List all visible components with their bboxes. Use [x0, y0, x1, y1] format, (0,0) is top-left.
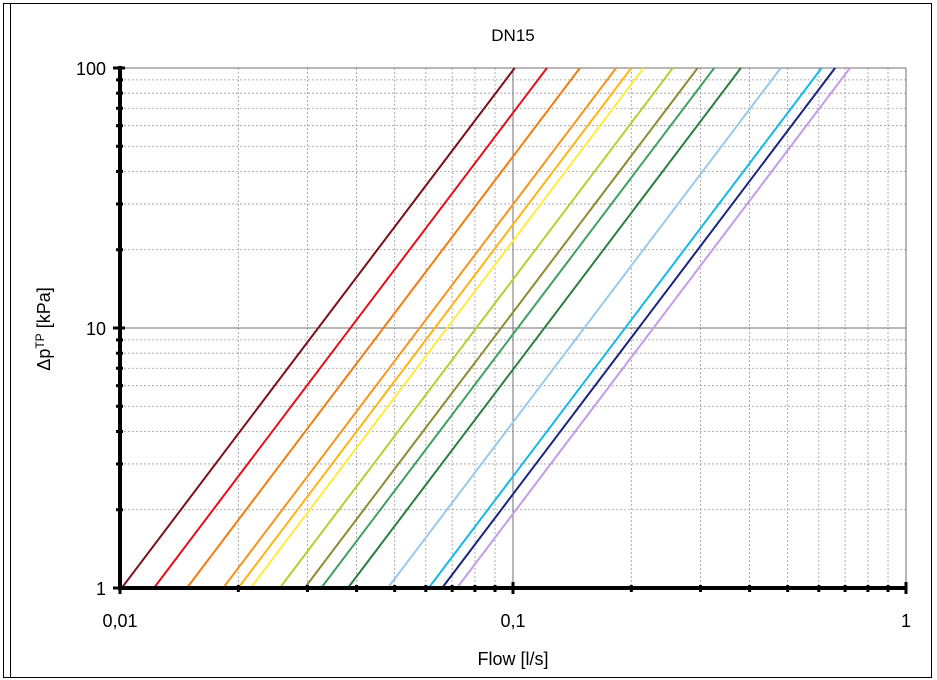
series-line-9 — [320, 67, 715, 589]
chart-title: DN15 — [491, 26, 534, 45]
series-line-2 — [153, 67, 548, 589]
series-line-8 — [303, 67, 699, 589]
y-axis-label: ΔpTP [kPa] — [33, 287, 54, 370]
series-line-7 — [278, 67, 674, 589]
series-line-1 — [120, 67, 516, 589]
series-line-14 — [456, 67, 851, 589]
y-tick-label: 10 — [86, 319, 106, 339]
series-line-10 — [347, 67, 742, 589]
y-axis-label-tail: [kPa] — [34, 287, 54, 333]
y-tick-label: 100 — [76, 59, 106, 79]
series-line-12 — [427, 67, 823, 589]
y-axis-label-base: Δp — [34, 349, 54, 371]
y-axis-label-sup: TP — [33, 333, 47, 348]
x-axis-label: Flow [l/s] — [477, 649, 548, 669]
tick-labels: 0,01 0,1 1 1 10 100 — [76, 59, 911, 631]
series-line-4 — [222, 67, 617, 589]
x-tick-label: 1 — [901, 611, 911, 631]
series-group — [120, 67, 851, 589]
series-line-5 — [237, 67, 633, 589]
x-tick-label: 0,01 — [102, 611, 137, 631]
series-line-13 — [441, 67, 836, 589]
series-line-6 — [249, 67, 645, 589]
series-line-11 — [386, 67, 782, 589]
axes — [113, 66, 908, 594]
x-tick-label: 0,1 — [500, 611, 525, 631]
series-line-3 — [186, 67, 581, 589]
y-tick-label: 1 — [96, 579, 106, 599]
